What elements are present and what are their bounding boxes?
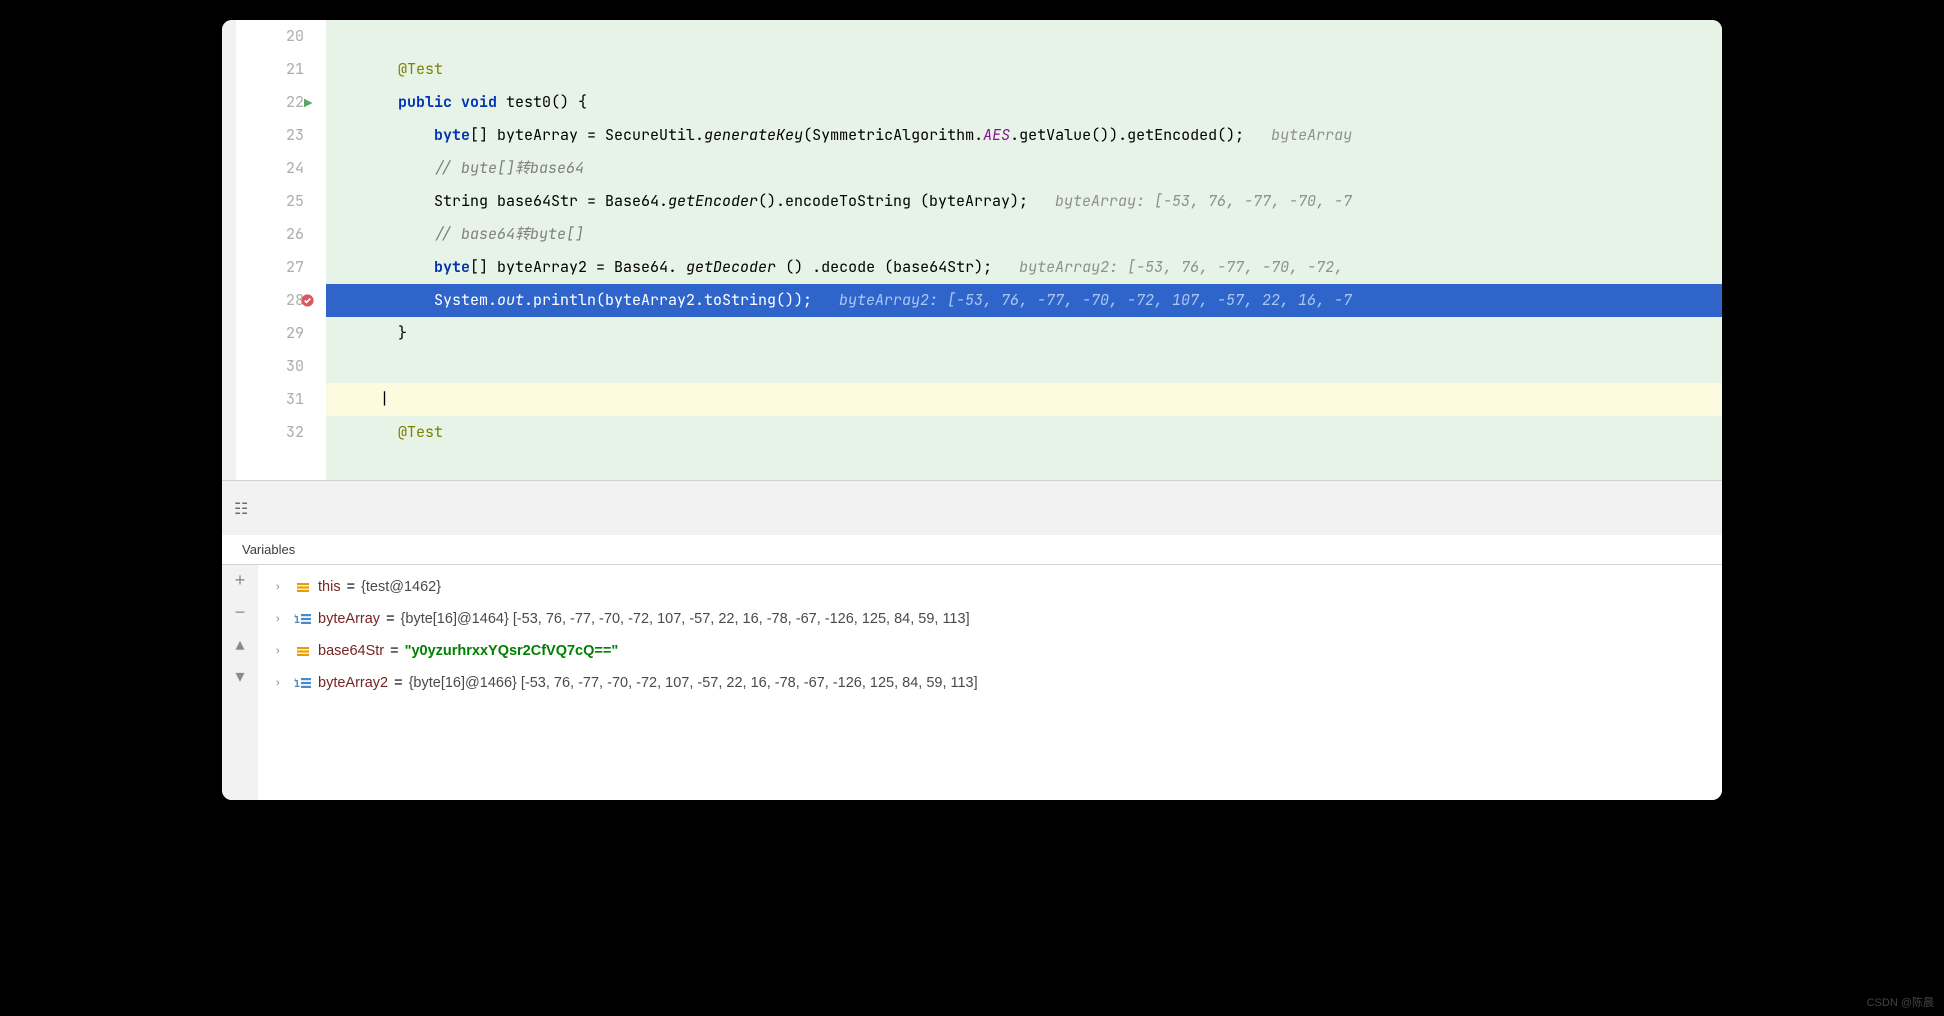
expand-icon[interactable]: ›	[276, 571, 288, 603]
expand-icon[interactable]: ›	[276, 603, 288, 635]
code-line[interactable]: byte[] byteArray2 = Base64. getDecoder (…	[326, 251, 1722, 284]
line-number[interactable]: 23	[236, 119, 304, 152]
line-number[interactable]: 21	[236, 53, 304, 86]
code-line[interactable]: public void test0() {	[326, 86, 1722, 119]
line-number[interactable]: 31	[236, 383, 304, 416]
tool-window-divider: ☷	[222, 480, 1722, 535]
object-icon	[294, 578, 312, 596]
code-line[interactable]: |	[326, 383, 1722, 416]
variable-row[interactable]: ›12byteArray = {byte[16]@1464} [-53, 76,…	[258, 603, 1722, 635]
variables-tree[interactable]: ›this = {test@1462}›12byteArray = {byte[…	[258, 565, 1722, 800]
variable-row[interactable]: ›base64Str = "y0yzurhrxxYQsr2CfVQ7cQ=="	[258, 635, 1722, 667]
expand-icon[interactable]: ›	[276, 635, 288, 667]
breakpoint-icon[interactable]	[300, 293, 315, 308]
line-number[interactable]: 29	[236, 317, 304, 350]
code-editor[interactable]: 2021▶2223242526272829303132 @Test public…	[222, 20, 1722, 480]
variable-row[interactable]: ›12byteArray2 = {byte[16]@1466} [-53, 76…	[258, 667, 1722, 699]
watermark: CSDN @陈晨	[1867, 994, 1934, 1010]
line-number[interactable]: 26	[236, 218, 304, 251]
code-line[interactable]: }	[326, 317, 1722, 350]
variable-name: byteArray2	[318, 667, 388, 699]
watch-toolbar: + − ▴ ▾	[222, 565, 258, 800]
code-line[interactable]: System.out.println(byteArray2.toString()…	[326, 284, 1722, 317]
line-number[interactable]: 28	[236, 284, 304, 317]
variables-tab[interactable]: Variables	[222, 535, 1722, 565]
code-line[interactable]: // base64转byte[]	[326, 218, 1722, 251]
line-number[interactable]: 30	[236, 350, 304, 383]
run-test-icon[interactable]: ▶	[304, 95, 312, 113]
array-icon: 12	[294, 610, 312, 628]
add-watch-icon[interactable]: +	[235, 571, 246, 589]
line-number[interactable]: 25	[236, 185, 304, 218]
line-number[interactable]: 32	[236, 416, 304, 449]
line-number-gutter[interactable]: 2021▶2223242526272829303132	[236, 20, 326, 480]
variable-name: this	[318, 571, 341, 603]
variable-value: {byte[16]@1466} [-53, 76, -77, -70, -72,…	[409, 667, 978, 699]
code-area[interactable]: @Test public void test0() { byte[] byteA…	[326, 20, 1722, 480]
line-number[interactable]: 24	[236, 152, 304, 185]
variable-value: {test@1462}	[361, 571, 441, 603]
variable-value: "y0yzurhrxxYQsr2CfVQ7cQ=="	[405, 635, 619, 667]
move-up-icon[interactable]: ▴	[235, 635, 244, 653]
settings-icon[interactable]: ☷	[234, 498, 248, 519]
code-line[interactable]	[326, 350, 1722, 383]
code-line[interactable]	[326, 20, 1722, 53]
line-number[interactable]: 27	[236, 251, 304, 284]
code-line[interactable]: @Test	[326, 53, 1722, 86]
left-stripe	[222, 20, 236, 480]
line-number[interactable]: 20	[236, 20, 304, 53]
expand-icon[interactable]: ›	[276, 667, 288, 699]
line-number[interactable]: 22	[236, 86, 304, 119]
code-line[interactable]: @Test	[326, 416, 1722, 449]
ide-window: 2021▶2223242526272829303132 @Test public…	[222, 20, 1722, 800]
code-line[interactable]: // byte[]转base64	[326, 152, 1722, 185]
array-icon: 12	[294, 674, 312, 692]
code-line[interactable]: String base64Str = Base64.getEncoder().e…	[326, 185, 1722, 218]
variable-value: {byte[16]@1464} [-53, 76, -77, -70, -72,…	[401, 603, 970, 635]
remove-watch-icon[interactable]: −	[235, 603, 246, 621]
debugger-panel: + − ▴ ▾ ›this = {test@1462}›12byteArray …	[222, 565, 1722, 800]
code-line[interactable]: byte[] byteArray = SecureUtil.generateKe…	[326, 119, 1722, 152]
object-icon	[294, 642, 312, 660]
variable-name: base64Str	[318, 635, 384, 667]
variable-row[interactable]: ›this = {test@1462}	[258, 571, 1722, 603]
move-down-icon[interactable]: ▾	[235, 667, 244, 685]
variable-name: byteArray	[318, 603, 380, 635]
